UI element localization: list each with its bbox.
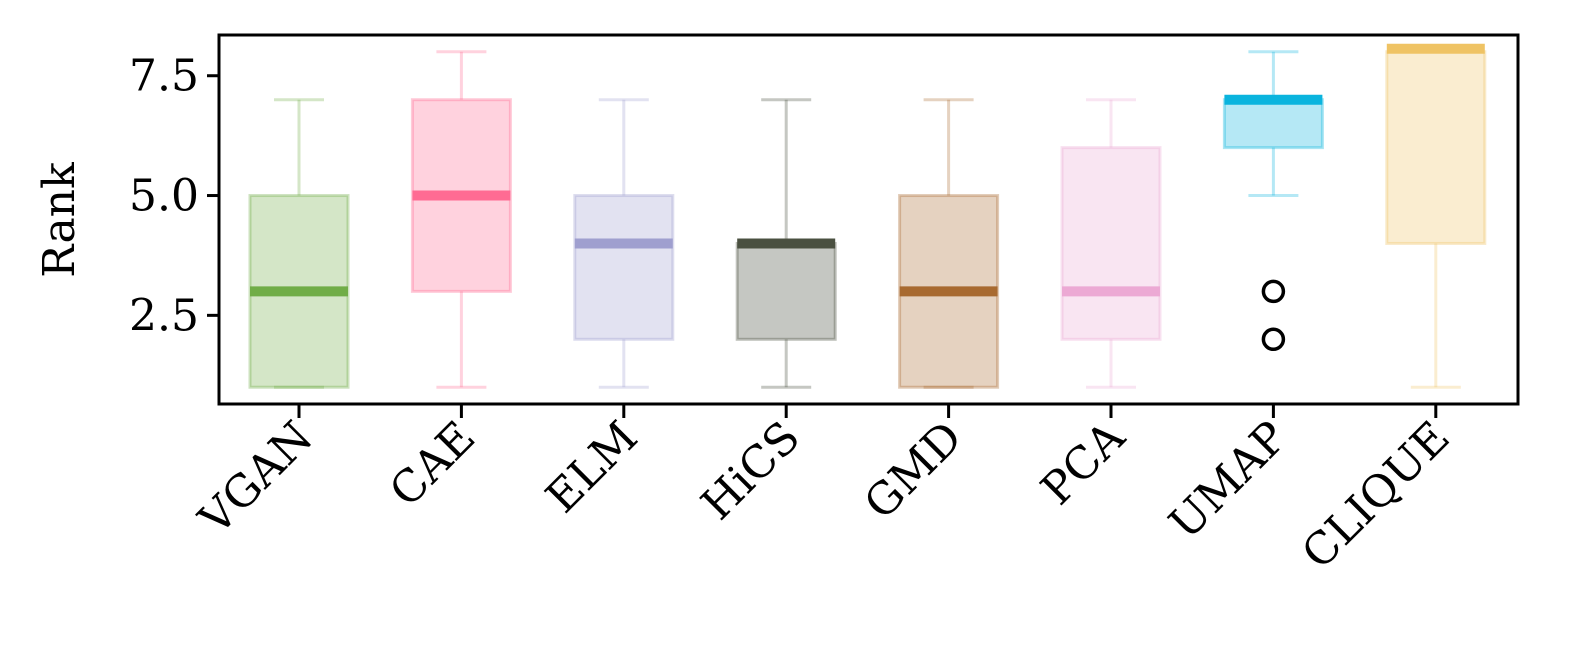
y-tick-label: 7.5 (129, 51, 199, 102)
x-tick-label: CLIQUE (1292, 412, 1459, 579)
y-axis-label: Rank (34, 162, 85, 278)
box-iqr (1222, 98, 1324, 150)
box-elm (573, 98, 675, 389)
x-tick-label: GMD (855, 412, 973, 530)
box-clique (1385, 43, 1487, 389)
box-pca (1060, 98, 1162, 389)
x-tick-label: CAE (380, 412, 485, 517)
box-hics (735, 98, 837, 389)
y-axis-ticks: 2.5 5.0 7.5 (129, 51, 219, 341)
box-gmd (898, 98, 1000, 389)
box-cae (410, 50, 512, 389)
y-tick-label: 5.0 (129, 171, 199, 222)
box-iqr (735, 241, 837, 341)
outlier-point (1261, 327, 1286, 352)
box-umap (1222, 50, 1324, 352)
box-iqr (1385, 50, 1487, 245)
x-tick-label: ELM (536, 412, 647, 523)
outlier-point (1261, 279, 1286, 304)
y-tick-label: 2.5 (129, 290, 199, 341)
box-series (248, 43, 1487, 389)
x-tick-label: VGAN (189, 412, 323, 546)
x-tick-label: HiCS (692, 412, 810, 530)
x-tick-label: PCA (1032, 411, 1136, 515)
x-tick-label: UMAP (1160, 412, 1298, 550)
box-vgan (248, 98, 350, 389)
plot-frame (217, 33, 1520, 406)
box-iqr (1060, 146, 1162, 341)
box-iqr (573, 194, 675, 341)
